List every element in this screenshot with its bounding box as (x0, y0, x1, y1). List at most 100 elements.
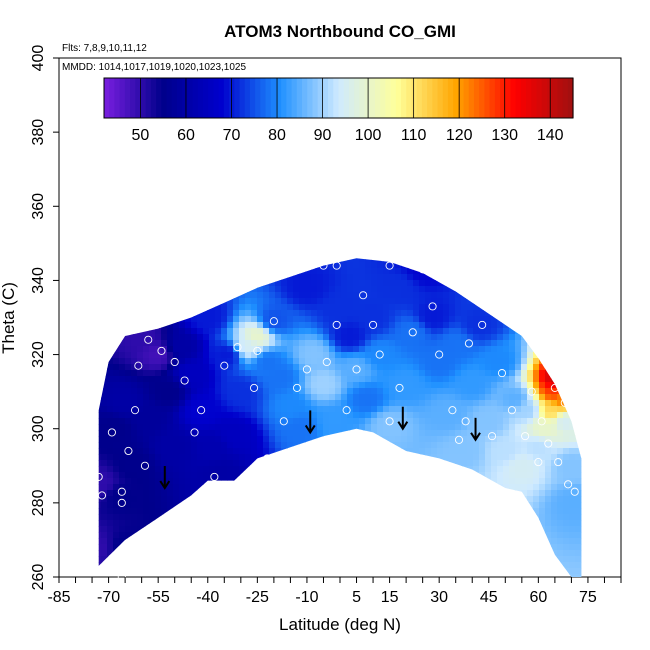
field-cell (167, 190, 174, 197)
field-cell (395, 358, 402, 365)
field-cell (161, 148, 168, 155)
field-cell (245, 442, 252, 449)
field-cell (233, 502, 240, 509)
field-cell (197, 226, 204, 233)
field-cell (197, 244, 204, 251)
field-cell (107, 406, 114, 413)
field-cell (239, 298, 246, 305)
field-cell (371, 268, 378, 275)
field-cell (143, 322, 150, 329)
field-cell (161, 232, 168, 239)
field-cell (335, 484, 342, 491)
field-cell (119, 490, 126, 497)
field-cell (335, 514, 342, 521)
field-cell (221, 226, 228, 233)
field-cell (365, 220, 372, 227)
field-cell (329, 316, 336, 323)
field-cell (305, 184, 312, 191)
field-cell (359, 316, 366, 323)
field-cell (347, 394, 354, 401)
field-cell (317, 526, 324, 533)
field-cell (191, 202, 198, 209)
field-cell (293, 274, 300, 281)
field-cell (95, 196, 102, 203)
field-cell (233, 292, 240, 299)
field-cell (173, 370, 180, 377)
field-cell (71, 280, 78, 287)
field-cell (83, 130, 90, 137)
field-cell (335, 358, 342, 365)
field-cell (263, 154, 270, 161)
field-cell (353, 514, 360, 521)
field-cell (149, 472, 156, 479)
field-cell (107, 346, 114, 353)
field-cell (161, 532, 168, 539)
field-cell (287, 400, 294, 407)
field-cell (329, 280, 336, 287)
field-cell (215, 196, 222, 203)
field-cell (137, 232, 144, 239)
field-cell (305, 472, 312, 479)
field-cell (353, 226, 360, 233)
field-cell (389, 478, 396, 485)
field-cell (71, 550, 78, 557)
field-cell (335, 496, 342, 503)
field-cell (347, 208, 354, 215)
field-cell (167, 220, 174, 227)
field-cell (185, 412, 192, 419)
field-cell (233, 172, 240, 179)
field-cell (329, 346, 336, 353)
field-cell (149, 412, 156, 419)
field-cell (353, 268, 360, 275)
field-cell (323, 190, 330, 197)
field-cell (221, 436, 228, 443)
field-cell (203, 388, 210, 395)
field-cell (173, 310, 180, 317)
field-cell (98, 310, 102, 317)
field-cell (293, 472, 300, 479)
field-cell (305, 178, 312, 185)
field-cell (377, 238, 384, 245)
field-cell (257, 322, 264, 329)
field-cell (269, 550, 276, 557)
field-cell (155, 526, 162, 533)
field-cell (263, 322, 270, 329)
field-cell (83, 262, 90, 269)
field-cell (281, 472, 288, 479)
field-cell (317, 220, 324, 227)
field-cell (71, 244, 78, 251)
field-cell (107, 508, 114, 515)
field-cell (89, 526, 96, 533)
field-cell (257, 556, 264, 563)
field-cell (335, 154, 342, 161)
field-cell (98, 568, 102, 575)
field-cell (191, 208, 198, 215)
field-cell (329, 322, 336, 329)
field-cell (251, 226, 258, 233)
field-cell (353, 322, 360, 329)
field-cell (383, 556, 390, 563)
field-cell (185, 304, 192, 311)
field-cell (149, 226, 156, 233)
field-cell (263, 280, 270, 287)
field-cell (233, 448, 240, 455)
field-cell (71, 148, 78, 155)
field-cell (317, 238, 324, 245)
field-cell (275, 148, 282, 155)
field-cell (299, 208, 306, 215)
field-cell (209, 448, 216, 455)
field-cell (173, 190, 180, 197)
field-cell (305, 382, 312, 389)
field-cell (119, 226, 126, 233)
field-cell (149, 370, 156, 377)
field-cell (233, 184, 240, 191)
field-cell (347, 310, 354, 317)
field-cell (281, 178, 288, 185)
field-cell (323, 478, 330, 485)
field-cell (341, 454, 348, 461)
field-cell (245, 568, 252, 575)
field-cell (101, 478, 108, 485)
field-cell (185, 502, 192, 509)
field-cell (89, 154, 96, 161)
field-cell (365, 502, 372, 509)
